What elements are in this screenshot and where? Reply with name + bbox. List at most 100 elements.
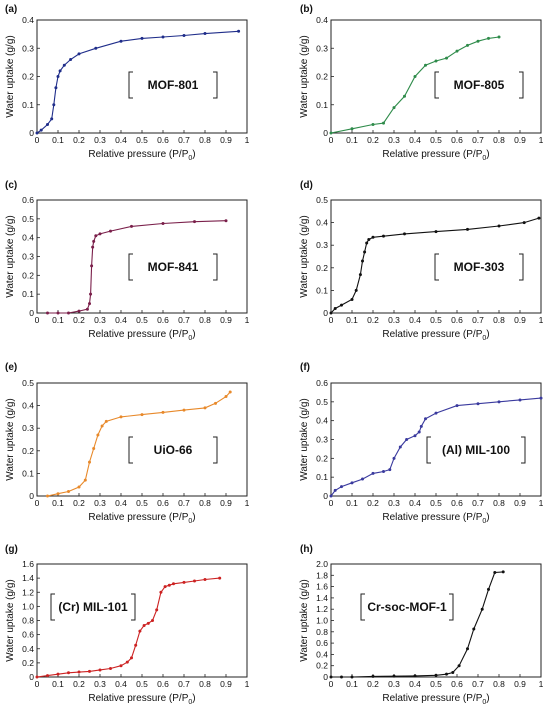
y-tick-label: 0.2 <box>316 263 328 273</box>
x-tick-label: 1 <box>245 315 250 325</box>
panel-letter: (h) <box>300 544 313 555</box>
x-tick-label: 0.5 <box>136 498 148 508</box>
isotherm-line <box>330 217 540 314</box>
data-point <box>77 309 81 313</box>
data-point <box>329 131 333 135</box>
data-point <box>487 587 490 591</box>
material-label: (Cr) MIL-101 <box>58 600 128 614</box>
data-point <box>392 106 396 110</box>
data-point <box>218 576 222 580</box>
label-bracket-left <box>128 436 133 464</box>
data-point <box>88 302 91 306</box>
x-tick-label: 0.5 <box>430 679 442 689</box>
data-point <box>539 396 543 400</box>
data-point <box>203 32 207 36</box>
data-point <box>77 670 81 674</box>
y-tick-label: 0 <box>29 491 34 501</box>
data-point <box>476 39 480 43</box>
x-tick-label: 0.9 <box>514 679 526 689</box>
x-tick-label: 0.3 <box>94 315 106 325</box>
chart-panel: (h)0 0.1 0.2 0.3 0.4 0.5 0.6 0.7 0.8 0.9 100.20.40… <box>299 544 544 706</box>
y-tick-label: 0.1 <box>316 472 328 482</box>
data-point <box>138 629 142 633</box>
data-point <box>119 415 123 419</box>
data-point <box>522 221 526 225</box>
data-point <box>161 35 165 39</box>
x-tick-label: 0.1 <box>346 135 358 145</box>
x-tick-label: 0.9 <box>514 315 526 325</box>
x-tick-label: 0.4 <box>115 679 127 689</box>
x-tick-label: 0.1 <box>52 315 64 325</box>
y-axis-title: Water uptake (g/g) <box>5 215 16 297</box>
data-point <box>167 583 171 587</box>
data-point <box>35 131 39 135</box>
data-point <box>92 447 96 451</box>
chart-panel: (a) 0 0.1 0.2 0.3 0.4 0.5 0.6 0.7 0.8 0.9 1 0 0.1 0.2 0… <box>5 4 250 162</box>
data-point <box>518 398 522 402</box>
x-tick-label: 0.1 <box>52 498 64 508</box>
data-point <box>392 456 396 460</box>
data-point <box>445 672 448 676</box>
plot-frame <box>36 563 248 678</box>
x-axis-title: Relative pressure (P/P0) <box>88 693 195 706</box>
x-tick-label: 1 <box>539 679 544 689</box>
data-point <box>182 580 186 584</box>
x-tick-label: 0.7 <box>472 679 484 689</box>
data-point <box>398 445 402 449</box>
y-tick-label: 0.1 <box>316 285 328 295</box>
x-tick-label: 0.3 <box>388 679 400 689</box>
panel-letter: (e) <box>5 362 17 373</box>
y-axis-title: Water uptake (g/g) <box>299 398 310 480</box>
label-bracket-left <box>50 593 55 621</box>
y-tick-label: 0 <box>29 128 34 138</box>
y-tick-label: 0.6 <box>22 195 34 205</box>
data-point <box>98 232 102 236</box>
data-point <box>62 63 66 67</box>
data-point <box>333 306 337 310</box>
x-tick-label: 0.2 <box>73 135 85 145</box>
x-tick-label: 0.7 <box>178 498 190 508</box>
data-point <box>480 607 484 611</box>
data-point <box>451 670 455 674</box>
x-tick-label: 0.9 <box>220 498 232 508</box>
y-tick-label: 1.4 <box>22 573 34 583</box>
x-tick-label: 0.6 <box>157 315 169 325</box>
y-tick-label: 0.4 <box>22 401 34 411</box>
x-tick-label: 0.6 <box>451 498 463 508</box>
x-tick-label: 1 <box>539 135 544 145</box>
data-point <box>371 235 375 239</box>
x-tick-label: 0.8 <box>493 315 505 325</box>
data-point <box>46 311 49 315</box>
data-point <box>371 674 375 678</box>
material-label: UiO-66 <box>154 443 193 457</box>
data-point <box>155 608 159 612</box>
data-point <box>163 585 167 589</box>
y-axis-title: Water uptake (g/g) <box>299 35 310 117</box>
data-point <box>329 494 333 498</box>
material-label: Cr-soc-MOF-1 <box>367 600 447 614</box>
x-tick-label: 0.8 <box>199 135 211 145</box>
x-tick-label: 0.9 <box>220 135 232 145</box>
data-point <box>52 103 56 107</box>
y-tick-label: 1.0 <box>316 616 328 626</box>
data-point <box>203 406 207 410</box>
x-tick-label: 0.7 <box>472 135 484 145</box>
data-point <box>497 35 501 39</box>
data-point <box>434 59 438 63</box>
data-point <box>96 433 100 437</box>
data-point <box>151 619 154 622</box>
isotherm-line <box>331 571 504 678</box>
data-point <box>455 404 459 408</box>
data-point <box>358 273 362 277</box>
data-point <box>354 288 358 292</box>
label-bracket-right <box>449 593 454 621</box>
x-tick-label: 1 <box>245 135 250 145</box>
y-tick-label: 0 <box>323 308 328 318</box>
x-tick-label: 0.8 <box>493 498 505 508</box>
x-tick-label: 0.1 <box>346 315 358 325</box>
y-tick-label: 0.2 <box>22 72 34 82</box>
x-tick-label: 0.7 <box>178 135 190 145</box>
data-point <box>350 297 354 301</box>
x-tick-label: 0.3 <box>388 135 400 145</box>
x-tick-label: 0.3 <box>94 498 106 508</box>
